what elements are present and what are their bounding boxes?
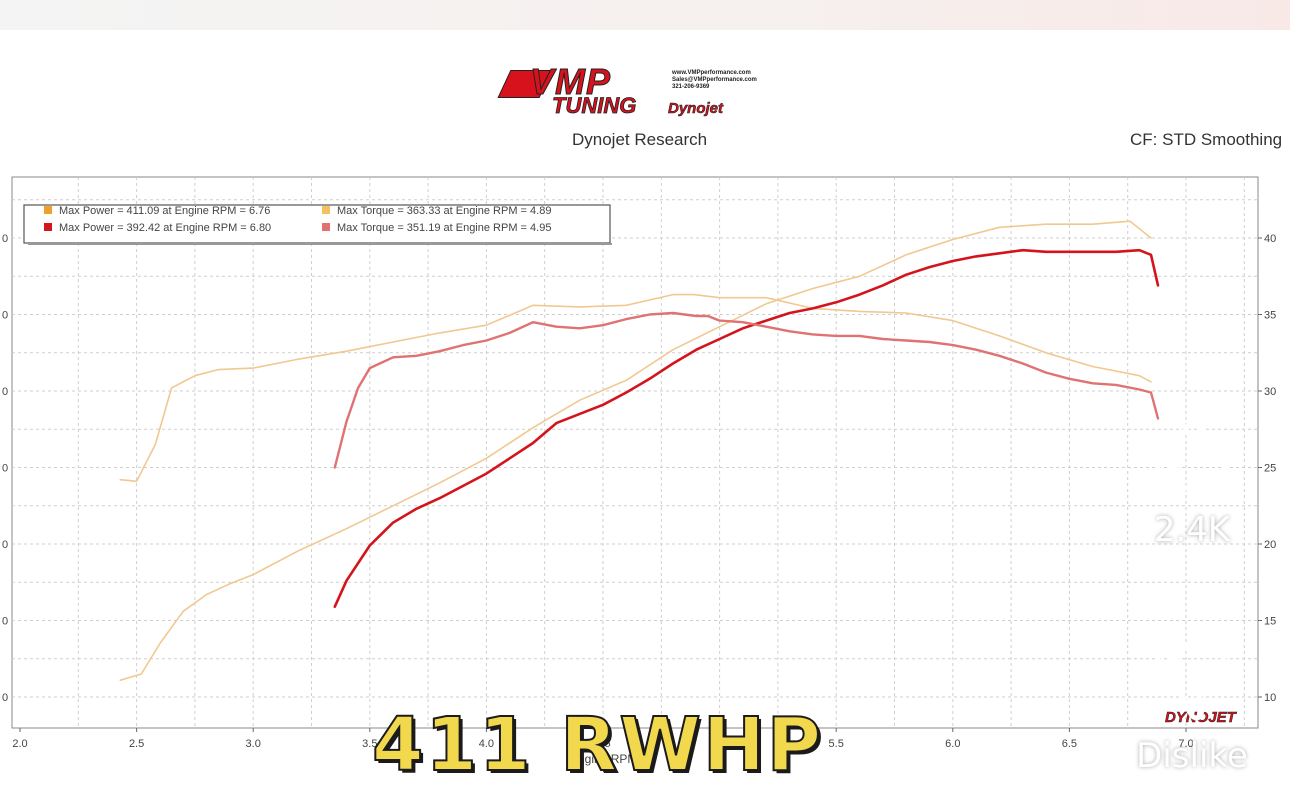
y-tick-label-right: 25 bbox=[1264, 463, 1276, 475]
vmp-tuning-logo: VMP TUNING www.VMPperformance.com Sales@… bbox=[497, 61, 780, 124]
x-tick-label: 2.5 bbox=[129, 738, 144, 750]
dislike-label: Dislike bbox=[1136, 736, 1248, 776]
y-tick-label-right: 35 bbox=[1264, 310, 1276, 322]
x-tick-label: 7.0 bbox=[1178, 738, 1193, 750]
series-line-2 bbox=[119, 293, 1152, 483]
x-tick-label: 2.0 bbox=[12, 738, 27, 750]
y-tick-label-left: 0 bbox=[2, 692, 8, 704]
series-line-1 bbox=[119, 220, 1152, 681]
x-tick-label: 4.0 bbox=[479, 738, 494, 750]
x-axis-label: Engine RPM bbox=[570, 752, 637, 766]
logo-brand-bottom: TUNING bbox=[552, 93, 637, 118]
y-tick-label-right: 40 bbox=[1264, 233, 1276, 245]
thumbs-up-icon bbox=[1155, 413, 1231, 491]
like-count: 2.4K bbox=[1153, 510, 1231, 550]
y-tick-label-right: 20 bbox=[1264, 539, 1276, 551]
series-line-4 bbox=[333, 311, 1160, 469]
y-tick-label-left: 0 bbox=[2, 616, 8, 628]
y-tick-label-left: 0 bbox=[2, 310, 8, 322]
x-tick-label: 5.0 bbox=[712, 738, 727, 750]
legend-entry: Max Power = 392.42 at Engine RPM = 6.80 bbox=[59, 222, 271, 234]
legend-entry: Max Torque = 351.19 at Engine RPM = 4.95 bbox=[337, 222, 551, 234]
legend-swatch bbox=[44, 223, 52, 231]
y-tick-label-left: 0 bbox=[2, 463, 8, 475]
logo-contact-info: www.VMPperformance.com Sales@VMPperforma… bbox=[672, 70, 757, 90]
y-tick-label-right: 10 bbox=[1264, 692, 1276, 704]
x-tick-label: 6.5 bbox=[1062, 738, 1077, 750]
logo-partner: Dynojet bbox=[668, 100, 724, 118]
legend-swatch bbox=[44, 206, 52, 214]
dislike-button[interactable]: Dislike bbox=[1122, 640, 1262, 776]
video-caption-overlay: 411 RWHP bbox=[371, 702, 824, 788]
plot-area bbox=[11, 176, 1259, 729]
legend-box bbox=[23, 204, 611, 244]
x-tick-label: 6.0 bbox=[945, 738, 960, 750]
y-tick-label-left: 0 bbox=[2, 233, 8, 245]
thumbs-down-icon bbox=[1155, 643, 1231, 721]
logo-brand-top: VMP bbox=[529, 61, 612, 102]
x-tick-label: 3.0 bbox=[246, 738, 261, 750]
y-tick-label-left: 0 bbox=[2, 539, 8, 551]
x-tick-label: 5.5 bbox=[829, 738, 844, 750]
video-top-band bbox=[0, 0, 1290, 30]
legend-entry: Max Torque = 363.33 at Engine RPM = 4.89 bbox=[337, 205, 551, 217]
x-tick-label: 3.5 bbox=[362, 738, 377, 750]
legend-entry: Max Power = 411.09 at Engine RPM = 6.76 bbox=[59, 205, 270, 217]
y-tick-label-right: 30 bbox=[1264, 386, 1276, 398]
legend-swatch bbox=[322, 223, 330, 231]
legend-swatch bbox=[322, 206, 330, 214]
like-button[interactable]: 2.4K bbox=[1142, 410, 1242, 550]
y-tick-label-right: 15 bbox=[1264, 616, 1276, 628]
chart-title: Dynojet Research bbox=[572, 130, 708, 149]
x-tick-label: 4.5 bbox=[595, 738, 610, 750]
y-tick-label-left: 0 bbox=[2, 386, 8, 398]
correction-factor-label: CF: STD Smoothing bbox=[1130, 130, 1283, 149]
